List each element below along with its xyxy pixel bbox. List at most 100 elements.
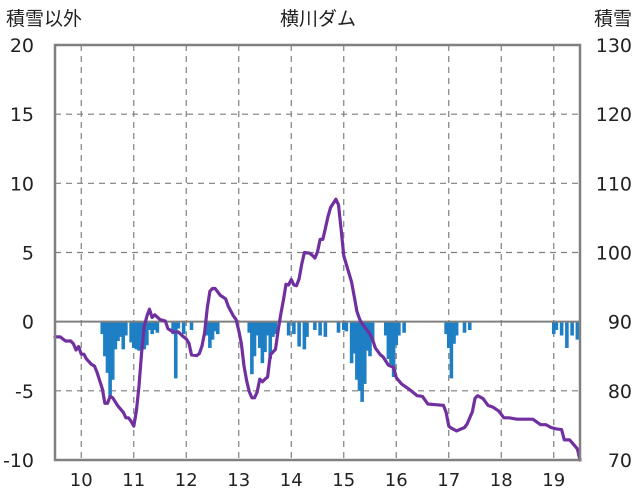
bar — [575, 321, 580, 340]
bar — [215, 321, 220, 335]
left-tick-label: -5 — [15, 381, 34, 403]
bar — [286, 321, 291, 336]
bar — [394, 321, 399, 346]
bar — [365, 321, 370, 351]
bar — [118, 321, 123, 337]
bar — [565, 321, 569, 348]
bar — [250, 321, 254, 375]
bar — [213, 321, 217, 332]
bar — [150, 321, 154, 335]
bar — [145, 321, 149, 346]
bar — [449, 321, 454, 379]
bar — [462, 321, 467, 333]
bar — [257, 321, 262, 348]
bar — [402, 321, 406, 333]
bar — [446, 321, 451, 348]
x-tick-label: 18 — [490, 470, 513, 491]
bar — [554, 321, 559, 330]
x-tick-label: 10 — [70, 470, 93, 491]
bar — [189, 321, 194, 330]
bar — [551, 321, 556, 335]
plot-frame — [53, 43, 582, 462]
bar — [265, 321, 270, 336]
x-tick-label: 11 — [122, 470, 145, 491]
x-tick-label: 13 — [227, 470, 250, 491]
bar — [155, 321, 160, 333]
bar — [181, 321, 186, 335]
bar — [124, 321, 128, 336]
chart-title: 横川ダム — [280, 8, 356, 30]
bar — [137, 321, 141, 351]
right-tick-label: 110 — [596, 173, 632, 195]
bar — [444, 321, 448, 335]
bar — [357, 321, 362, 391]
right-axis-title: 積雪 — [594, 8, 632, 30]
bar — [467, 321, 472, 330]
bar — [100, 321, 105, 335]
right-tick-label: 70 — [608, 450, 632, 472]
bar — [386, 321, 391, 360]
bar — [362, 321, 367, 384]
bar — [452, 321, 456, 344]
left-tick-label: 15 — [10, 104, 34, 126]
bar — [391, 321, 396, 377]
bar — [292, 321, 296, 335]
left-axis-title: 積雪以外 — [6, 8, 82, 30]
left-tick-label: -10 — [3, 450, 34, 472]
bar — [360, 321, 364, 402]
bar — [336, 321, 341, 333]
snow-depth-line — [53, 197, 582, 462]
x-tick-label: 15 — [332, 470, 355, 491]
bar — [176, 321, 181, 329]
bar — [383, 321, 388, 336]
x-tick-label: 17 — [437, 470, 460, 491]
left-tick-label: 0 — [22, 312, 34, 334]
bar — [341, 321, 346, 330]
bar — [389, 321, 393, 365]
bar — [116, 321, 120, 342]
bar — [103, 321, 107, 357]
bar — [397, 321, 401, 336]
bar — [268, 321, 273, 360]
bar — [273, 321, 278, 335]
bar — [208, 321, 212, 348]
bar — [305, 321, 309, 337]
bar — [263, 321, 267, 353]
bar — [247, 321, 252, 333]
bar — [134, 321, 139, 350]
bar — [368, 321, 372, 357]
bar — [121, 321, 126, 350]
bar — [139, 321, 144, 348]
x-tick-label: 16 — [385, 470, 408, 491]
x-tick-label: 12 — [175, 470, 198, 491]
left-tick-label: 5 — [22, 243, 34, 265]
bar — [570, 321, 574, 336]
right-tick-label: 80 — [608, 381, 632, 403]
bar — [302, 321, 307, 350]
bar — [171, 321, 175, 335]
bar — [147, 321, 152, 330]
bar — [271, 321, 275, 337]
bar — [559, 321, 564, 336]
bar — [110, 321, 115, 380]
bar — [323, 321, 328, 337]
left-tick-label: 20 — [10, 35, 34, 57]
bar — [349, 321, 354, 364]
right-tick-label: 120 — [596, 104, 632, 126]
right-tick-label: 90 — [608, 312, 632, 334]
bar — [318, 321, 322, 336]
bar — [255, 321, 259, 336]
bar — [297, 321, 301, 347]
right-tick-label: 130 — [596, 35, 632, 57]
bar — [105, 321, 110, 373]
bar — [129, 321, 133, 343]
bar — [352, 321, 357, 354]
x-tick-label: 19 — [542, 470, 565, 491]
bar — [152, 321, 157, 330]
bar — [355, 321, 359, 380]
bar — [108, 321, 112, 398]
bar — [313, 321, 317, 330]
bar — [344, 321, 349, 332]
bar — [210, 321, 215, 340]
